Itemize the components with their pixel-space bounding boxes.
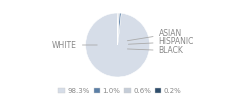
Wedge shape [118, 13, 121, 45]
Wedge shape [86, 13, 150, 77]
Text: WHITE: WHITE [52, 40, 97, 50]
Text: ASIAN: ASIAN [127, 29, 182, 41]
Legend: 98.3%, 1.0%, 0.6%, 0.2%: 98.3%, 1.0%, 0.6%, 0.2% [56, 85, 184, 96]
Text: BLACK: BLACK [127, 46, 183, 55]
Text: HISPANIC: HISPANIC [128, 37, 194, 46]
Wedge shape [118, 13, 119, 45]
